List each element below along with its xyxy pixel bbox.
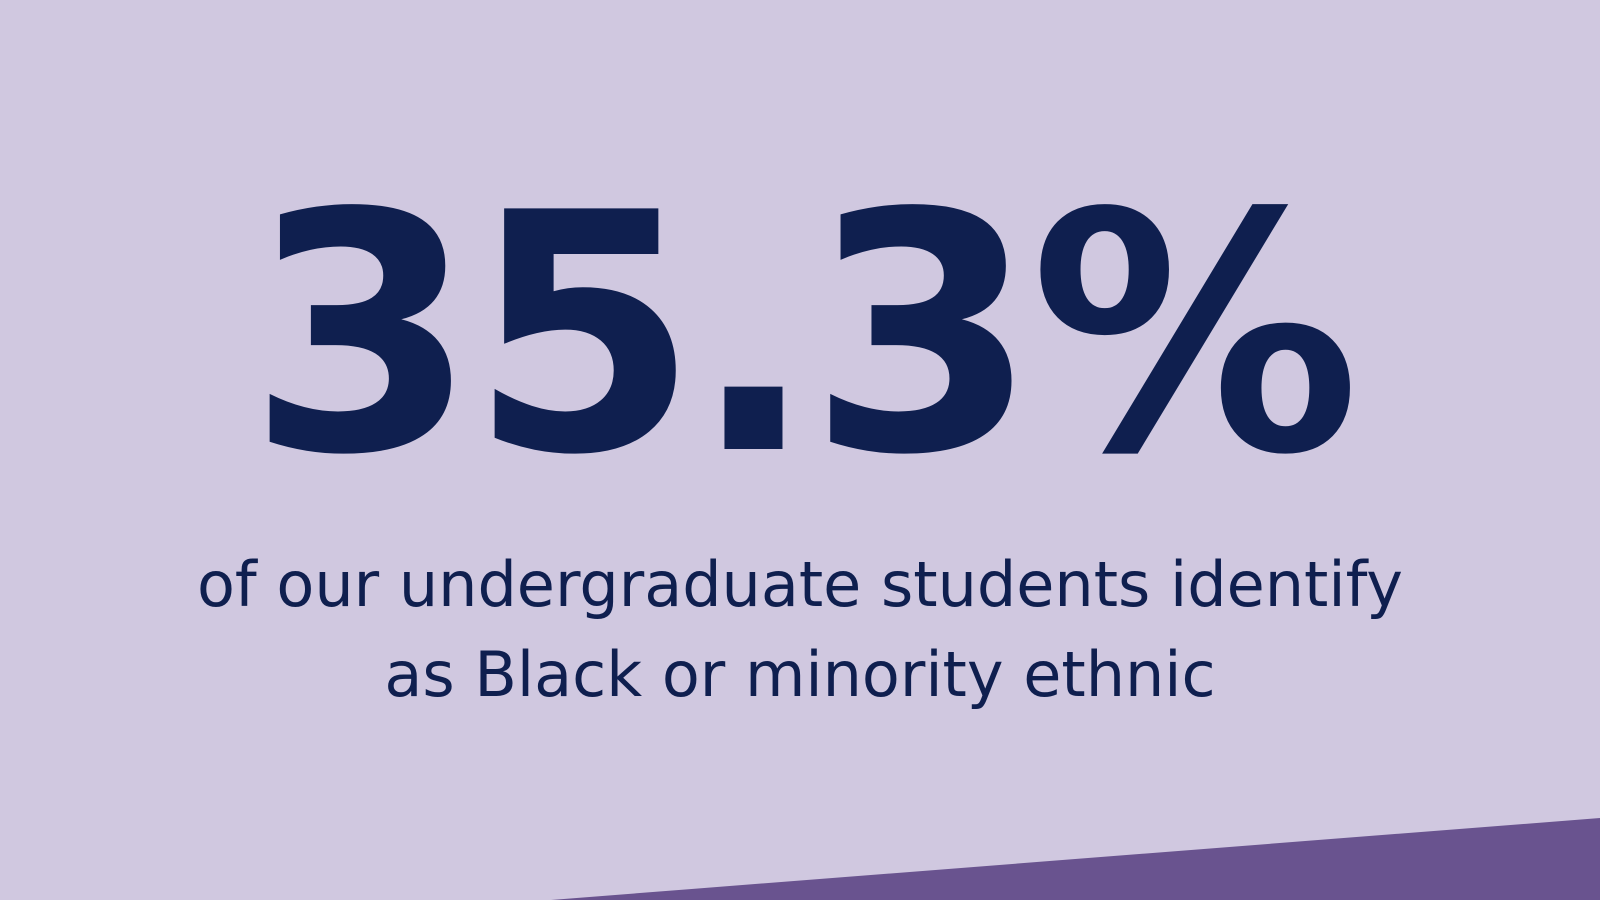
purple-wedge <box>551 818 1600 900</box>
description-line-1: of our undergraduate students identify <box>196 548 1404 621</box>
headline-statistic: 35.3% <box>247 143 1361 527</box>
statistic-description: of our undergraduate students identify a… <box>0 540 1600 720</box>
description-line-2: as Black or minority ethnic <box>384 638 1216 711</box>
